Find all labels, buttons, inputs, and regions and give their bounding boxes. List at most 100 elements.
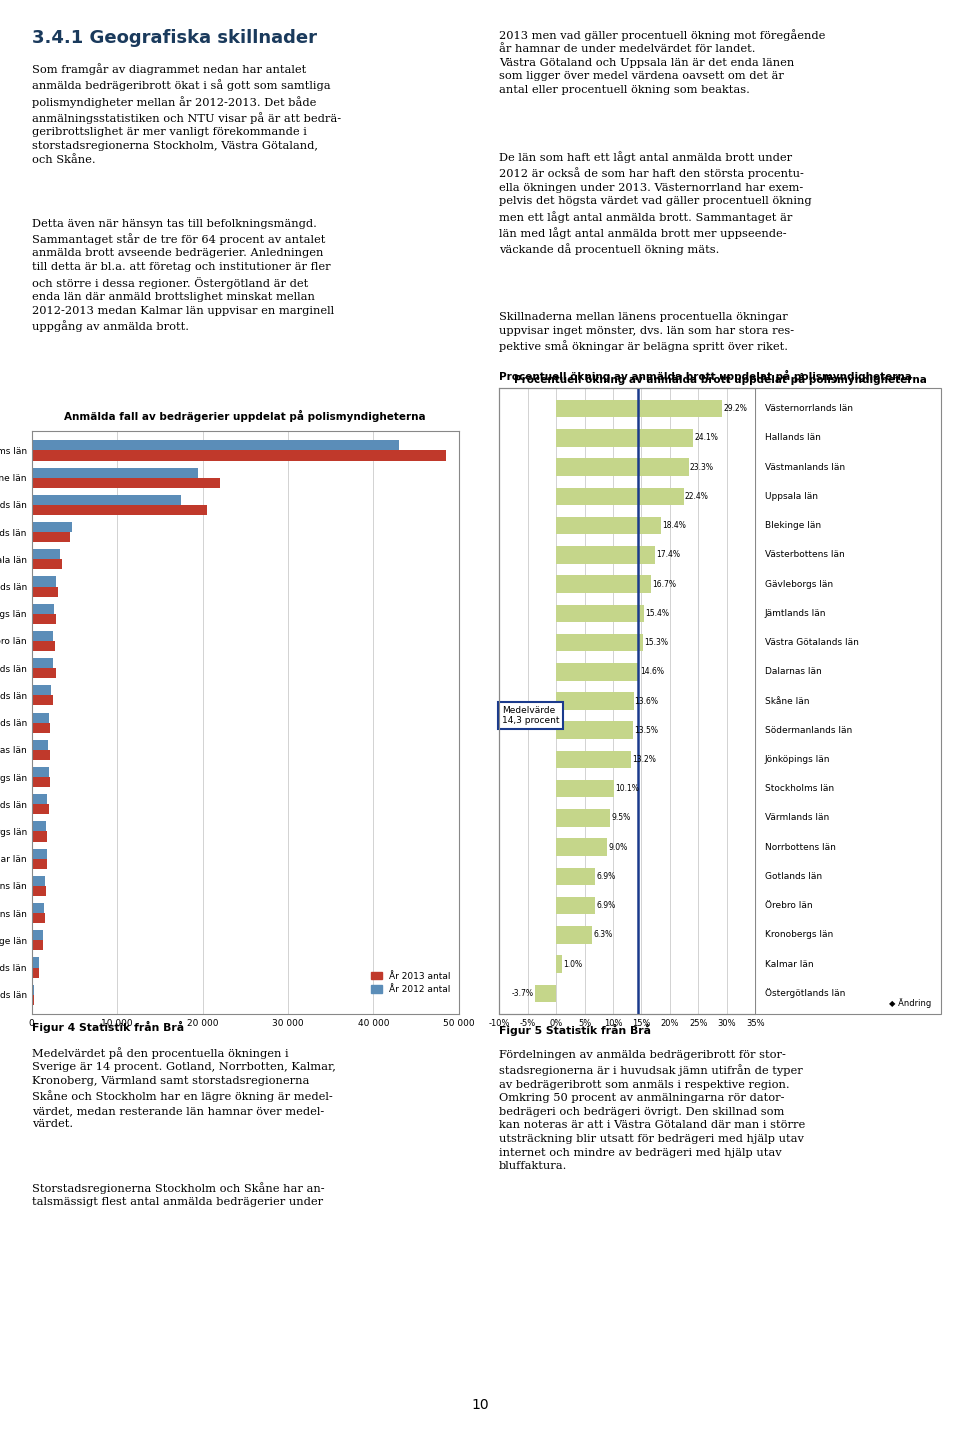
Title: Anmälda fall av bedrägerier uppdelat på polismyndigheterna: Anmälda fall av bedrägerier uppdelat på … (64, 410, 426, 423)
Bar (32, 940, 43, 951)
Bar (535, 985, 556, 1002)
Text: Figur 5 Statistik från Brå: Figur 5 Statistik från Brå (499, 1024, 651, 1035)
Bar (556, 516, 660, 535)
Text: 6.9%: 6.9% (596, 902, 615, 910)
Bar (32, 559, 62, 569)
Bar (32, 505, 206, 515)
Text: 13.5%: 13.5% (635, 726, 659, 735)
Bar (32, 804, 49, 814)
Text: -3.7%: -3.7% (512, 989, 534, 998)
Bar (556, 459, 688, 476)
Text: 9.5%: 9.5% (612, 814, 631, 823)
Bar (32, 739, 48, 749)
Bar (32, 858, 47, 869)
Text: Västernorrlands län: Västernorrlands län (764, 404, 852, 413)
Text: Örebro län: Örebro län (764, 902, 812, 910)
Bar (32, 777, 51, 787)
Bar (32, 549, 60, 559)
Bar (32, 450, 446, 460)
Bar (556, 867, 595, 886)
Text: 23.3%: 23.3% (690, 463, 714, 472)
Text: Storstadsregionerna Stockholm och Skåne har an-
talsmässigt flest antal anmälda : Storstadsregionerna Stockholm och Skåne … (32, 1182, 324, 1208)
Bar (32, 477, 220, 487)
Text: 3.4.1 Geografiska skillnader: 3.4.1 Geografiska skillnader (32, 29, 317, 47)
Bar (32, 712, 49, 723)
Text: 14.6%: 14.6% (640, 667, 664, 676)
Text: 18.4%: 18.4% (662, 521, 685, 531)
Text: Procentuell ökning av anmälda brott uppdelat på polismyndigheterna: Procentuell ökning av anmälda brott uppd… (514, 374, 926, 385)
Bar (556, 692, 634, 710)
Bar (32, 913, 45, 923)
Bar (32, 876, 45, 886)
Bar (32, 696, 54, 706)
Bar (32, 903, 44, 913)
Bar (32, 794, 47, 804)
Bar (32, 831, 47, 841)
Bar (556, 546, 655, 564)
Text: 2013 men vad gäller procentuell ökning mot föregående
år hamnar de under medelvä: 2013 men vad gäller procentuell ökning m… (499, 29, 826, 95)
Text: Norrbottens län: Norrbottens län (764, 843, 835, 851)
Text: 1.0%: 1.0% (563, 959, 582, 969)
Bar (32, 958, 39, 968)
Bar (32, 686, 51, 696)
Text: 15.3%: 15.3% (644, 638, 668, 647)
Text: Skillnaderna mellan länens procentuella ökningar
uppvisar inget mönster, dvs. lä: Skillnaderna mellan länens procentuella … (499, 312, 794, 352)
Bar (556, 838, 608, 856)
Text: Medelvärde
14,3 procent: Medelvärde 14,3 procent (502, 706, 560, 725)
Text: Skåne län: Skåne län (764, 696, 809, 706)
Bar (32, 577, 56, 587)
Bar (32, 532, 70, 542)
Bar (556, 575, 651, 592)
Text: Jönköpings län: Jönköpings län (764, 755, 830, 764)
Legend: År 2013 antal, År 2012 antal: År 2013 antal, År 2012 antal (368, 968, 454, 998)
Text: Medelvärdet på den procentuella ökningen i
Sverige är 14 procent. Gotland, Norrb: Medelvärdet på den procentuella ökningen… (32, 1047, 336, 1129)
Text: Värmlands län: Värmlands län (764, 814, 828, 823)
Bar (556, 751, 632, 768)
Text: Procentuell ökning av anmälda brott uppdelat på polismyndigheterna: Procentuell ökning av anmälda brott uppd… (499, 370, 912, 383)
Text: Figur 4 Statistik från Brå: Figur 4 Statistik från Brå (32, 1021, 183, 1032)
Bar (32, 587, 59, 597)
Text: 13.2%: 13.2% (633, 755, 657, 764)
Text: Detta även när hänsyn tas till befolkningsmängd.
Sammantaget står de tre för 64 : Detta även när hänsyn tas till befolknin… (32, 219, 334, 332)
Text: Dalarnas län: Dalarnas län (764, 667, 822, 676)
Text: Södermanlands län: Södermanlands län (764, 726, 852, 735)
Bar (556, 429, 693, 447)
Bar (556, 634, 643, 651)
Bar (556, 897, 595, 915)
Bar (32, 604, 54, 614)
Bar (32, 659, 53, 669)
Text: 17.4%: 17.4% (657, 551, 681, 559)
Text: 15.4%: 15.4% (645, 608, 669, 618)
Bar (32, 848, 47, 858)
Bar (32, 985, 35, 995)
Text: Gävleborgs län: Gävleborgs län (764, 580, 832, 588)
Text: Fördelningen av anmälda bedrägeribrott för stor-
stadsregionerna är i huvudsak j: Fördelningen av anmälda bedrägeribrott f… (499, 1050, 805, 1171)
Bar (556, 400, 722, 417)
Bar (32, 821, 46, 831)
Bar (32, 614, 57, 624)
Text: 6.3%: 6.3% (593, 930, 612, 939)
Text: Kronobergs län: Kronobergs län (764, 930, 833, 939)
Text: Blekinge län: Blekinge län (764, 521, 821, 531)
Bar (556, 810, 611, 827)
Bar (556, 487, 684, 505)
Bar (32, 467, 199, 477)
Bar (32, 930, 42, 940)
Bar (32, 995, 35, 1005)
Text: Västra Götalands län: Västra Götalands län (764, 638, 858, 647)
Bar (32, 631, 53, 641)
Text: 24.1%: 24.1% (694, 433, 718, 443)
Text: Som framgår av diagrammet nedan har antalet
anmälda bedrägeribrott ökat i så got: Som framgår av diagrammet nedan har anta… (32, 63, 341, 165)
Bar (32, 886, 46, 896)
Text: 9.0%: 9.0% (609, 843, 628, 851)
Bar (32, 723, 51, 733)
Text: Gotlands län: Gotlands län (764, 871, 822, 881)
Bar (556, 604, 644, 623)
Bar (32, 440, 399, 450)
Text: Hallands län: Hallands län (764, 433, 821, 443)
Bar (556, 779, 613, 798)
Text: 13.6%: 13.6% (635, 696, 659, 706)
Text: 16.7%: 16.7% (652, 580, 676, 588)
Bar (32, 749, 50, 759)
Text: Kalmar län: Kalmar län (764, 959, 813, 969)
